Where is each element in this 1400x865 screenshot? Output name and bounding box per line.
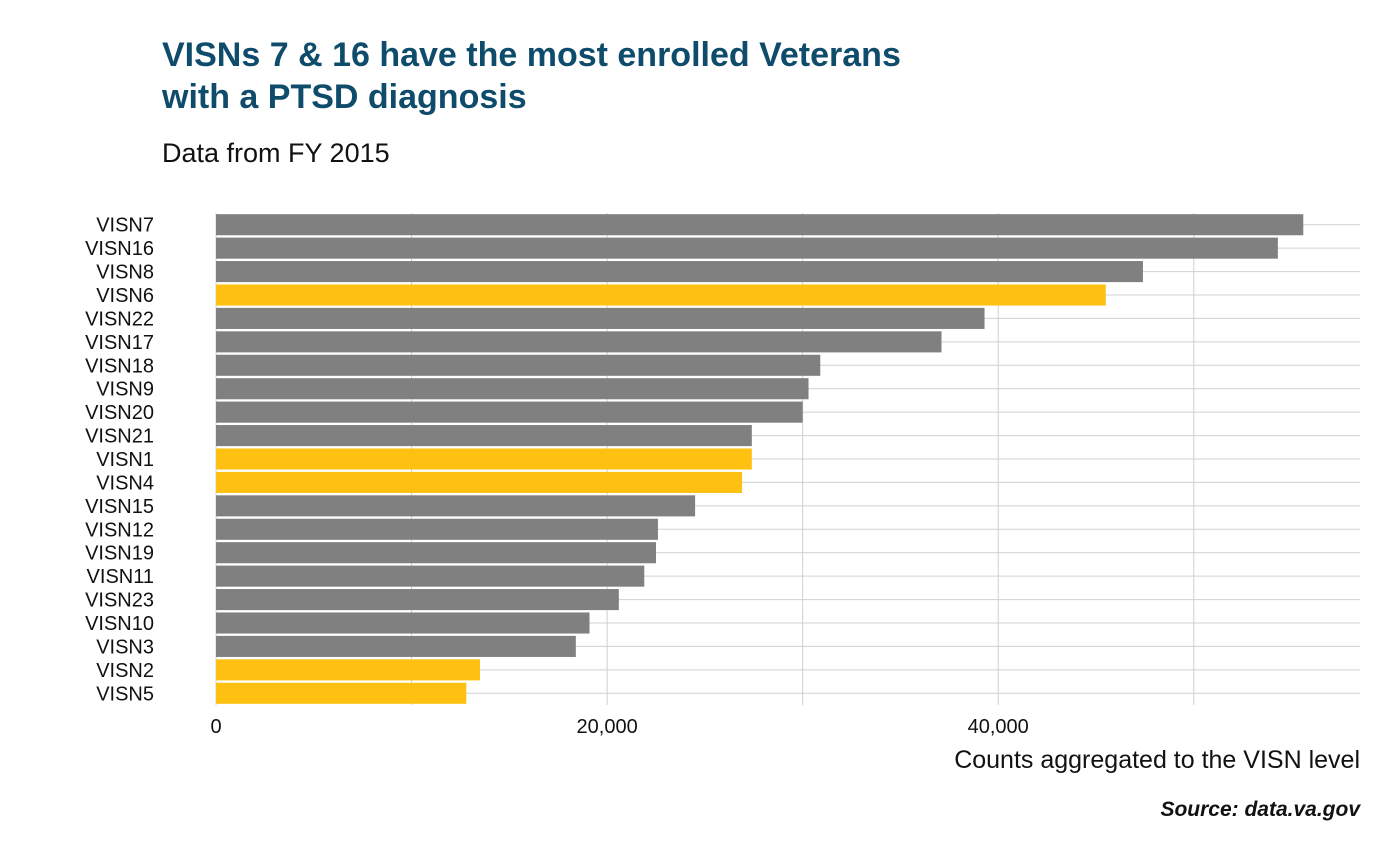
y-tick-label: VISN4	[96, 472, 154, 494]
bar	[216, 307, 985, 329]
x-axis-title: Counts aggregated to the VISN level	[954, 746, 1360, 774]
y-tick-label: VISN8	[96, 262, 154, 284]
bar-highlighted	[216, 682, 467, 704]
bar	[216, 518, 658, 540]
y-tick-label: VISN6	[96, 285, 154, 307]
bar	[216, 542, 656, 564]
bar-highlighted	[216, 471, 743, 493]
bar	[216, 354, 821, 376]
bar	[216, 261, 1143, 283]
y-tick-label: VISN18	[85, 355, 154, 377]
y-tick-label: VISN20	[85, 402, 154, 424]
bar-highlighted	[216, 284, 1106, 306]
y-tick-label: VISN9	[96, 379, 154, 401]
bar-highlighted	[216, 659, 480, 681]
bar-highlighted	[216, 448, 752, 470]
y-tick-label: VISN22	[85, 308, 154, 330]
y-tick-label: VISN11	[87, 566, 154, 588]
source-caption: Source: data.va.gov	[1160, 798, 1360, 821]
bar	[216, 214, 1304, 236]
y-tick-label: VISN12	[85, 519, 154, 541]
bar	[216, 331, 942, 353]
y-tick-label: VISN3	[96, 636, 154, 658]
bar	[216, 565, 645, 587]
chart-title: VISNs 7 & 16 have the most enrolled Vete…	[162, 34, 1162, 118]
bar	[216, 237, 1278, 259]
y-tick-label: VISN21	[85, 426, 154, 448]
y-tick-label: VISN5	[96, 683, 154, 705]
x-tick-label: 20,000	[577, 716, 638, 738]
x-tick-label: 0	[210, 716, 221, 738]
y-tick-label: VISN1	[96, 449, 154, 471]
bar	[216, 401, 803, 423]
y-tick-label: VISN7	[96, 215, 154, 237]
bar	[216, 378, 809, 400]
y-tick-label: VISN17	[85, 332, 154, 354]
y-tick-label: VISN15	[85, 496, 154, 518]
y-tick-label: VISN10	[85, 613, 154, 635]
bar	[216, 635, 576, 657]
x-tick-label: 40,000	[968, 716, 1029, 738]
bar	[216, 589, 619, 611]
chart-title-line-1: VISNs 7 & 16 have the most enrolled Vete…	[162, 36, 901, 74]
bar	[216, 425, 752, 447]
y-tick-label: VISN16	[85, 238, 154, 260]
y-tick-label: VISN19	[85, 543, 154, 565]
y-tick-label: VISN2	[96, 660, 154, 682]
bar	[216, 612, 590, 634]
chart-title-line-2: with a PTSD diagnosis	[162, 78, 527, 116]
y-tick-label: VISN23	[85, 590, 154, 612]
chart-subtitle: Data from FY 2015	[162, 138, 390, 168]
bar	[216, 495, 696, 517]
